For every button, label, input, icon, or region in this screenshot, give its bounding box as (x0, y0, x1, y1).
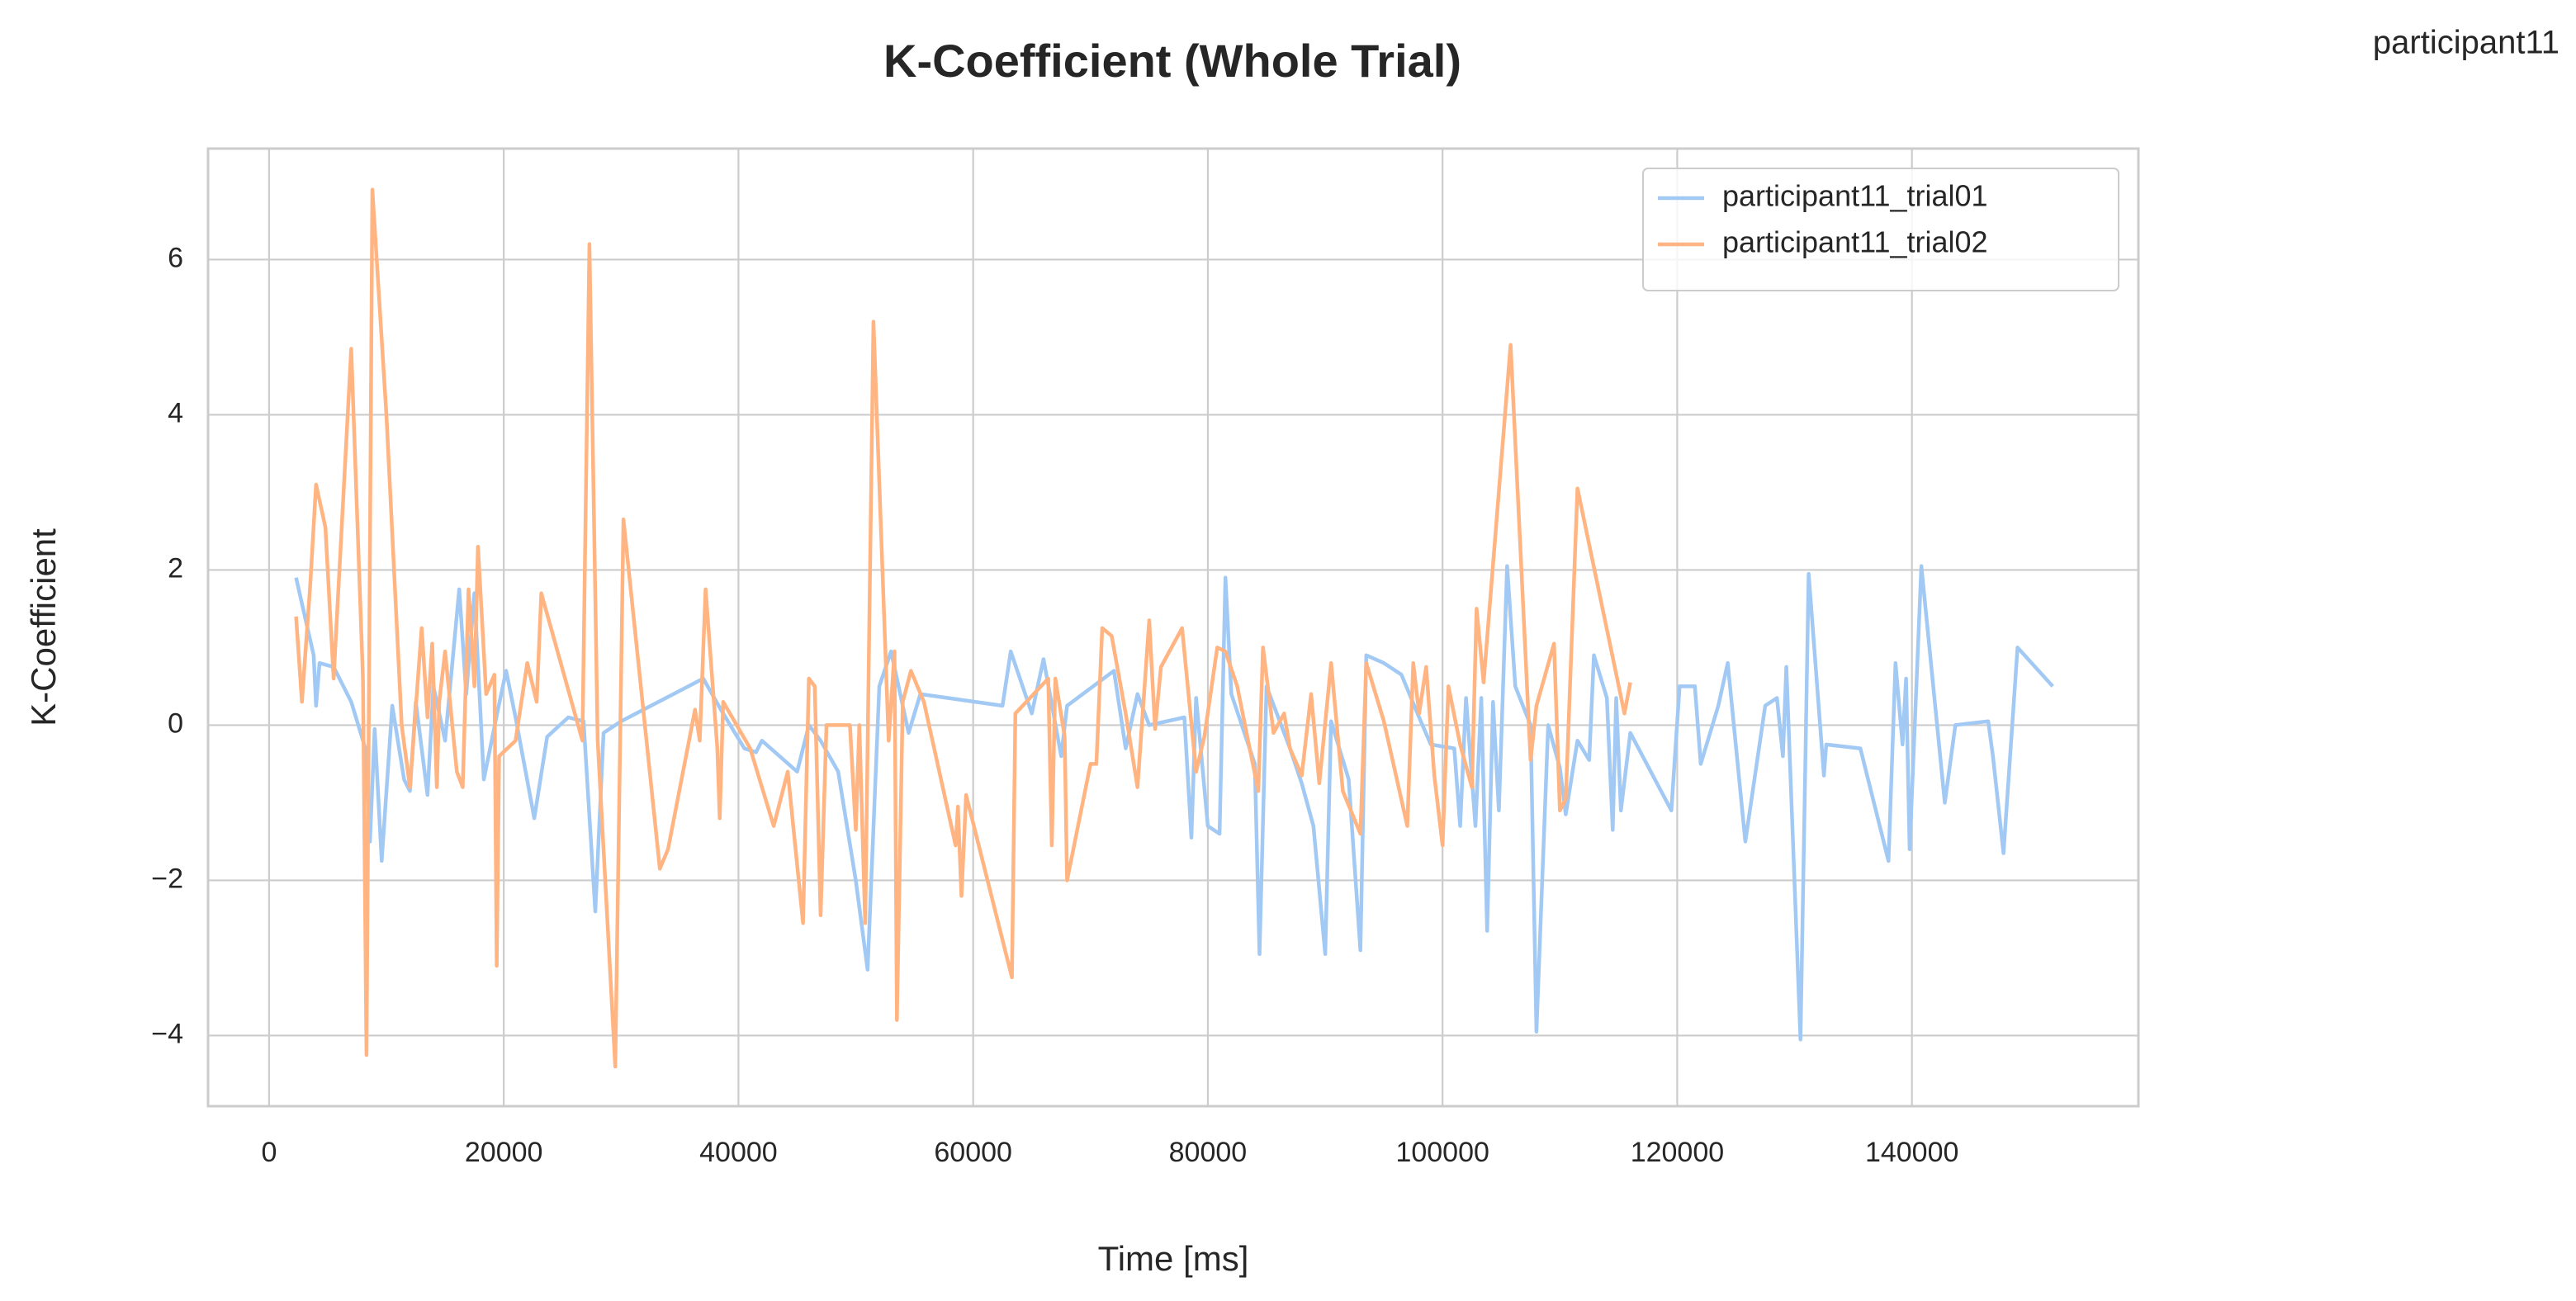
suptitle: participant11 (2373, 25, 2559, 61)
x-axis-label: Time [ms] (1098, 1239, 1249, 1278)
plot-frame (206, 147, 2140, 1108)
y-tick-label: 4 (168, 397, 183, 428)
chart-title: K-Coefficient (Whole Trial) (883, 35, 1461, 87)
y-tick-label: −2 (151, 863, 183, 894)
x-tick-label: 80000 (1169, 1137, 1248, 1168)
data-line (294, 187, 1632, 1069)
y-tick-label: 2 (168, 552, 183, 584)
x-tick-label: 60000 (934, 1137, 1012, 1168)
legend-label: participant11_trial01 (1722, 179, 1988, 213)
x-tick-label: 0 (261, 1137, 277, 1168)
x-tick-label: 120000 (1631, 1137, 1724, 1168)
legend: participant11_trial01 participant11_trial… (1642, 168, 2119, 291)
legend-box (1642, 168, 2119, 291)
y-tick-label: −4 (151, 1018, 183, 1049)
x-tick-label: 140000 (1865, 1137, 1958, 1168)
legend-label: participant11_trial02 (1722, 225, 1988, 259)
x-tick-label: 40000 (699, 1137, 778, 1168)
y-axis-label: K-Coefficient (24, 528, 63, 726)
y-tick-label: 0 (168, 707, 183, 739)
x-tick-label: 20000 (465, 1137, 543, 1168)
y-tick-label: 6 (168, 242, 183, 273)
data-line (294, 564, 2054, 1042)
x-tick-label: 100000 (1395, 1137, 1489, 1168)
